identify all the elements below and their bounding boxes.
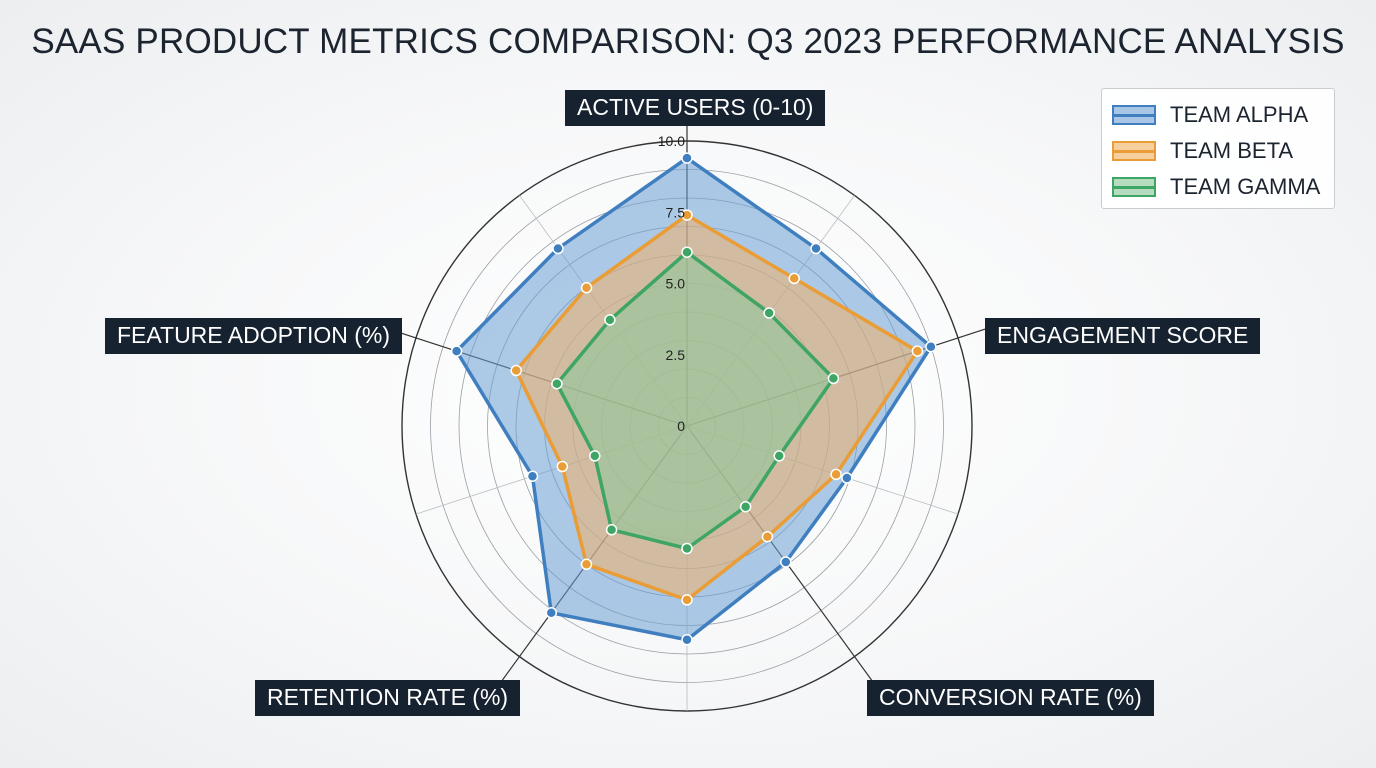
legend-swatch-gamma (1112, 177, 1156, 197)
tick-label-0: 0 (677, 418, 685, 434)
data-point-team-gamma-3 (773, 450, 785, 462)
tick-label-1: 2.5 (666, 347, 686, 363)
data-point-team-gamma-8 (551, 377, 563, 390)
data-point-team-beta-9 (580, 281, 593, 294)
legend-item-team-gamma[interactable]: TEAM GAMMA (1112, 169, 1334, 205)
data-point-team-beta-3 (830, 468, 842, 481)
data-point-team-gamma-4 (739, 500, 752, 513)
data-point-team-beta-8 (510, 364, 522, 377)
data-point-team-beta-2 (911, 345, 924, 357)
axis-label-feature-adoption: FEATURE ADOPTION (%) (105, 318, 403, 354)
data-point-team-gamma-5 (681, 542, 693, 555)
axis-label-conversion-rate: CONVERSION RATE (%) (867, 680, 1154, 716)
data-point-team-beta-0 (681, 209, 693, 221)
data-point-team-gamma-6 (605, 524, 618, 536)
axis-label-retention-rate: RETENTION RATE (%) (255, 680, 521, 716)
axis-label-engagement-score: ENGAGEMENT SCORE (985, 318, 1261, 354)
axis-label-active-users: ACTIVE USERS (0-10) (565, 90, 826, 126)
legend-swatch-alpha (1112, 105, 1156, 125)
axis-extension-2 (854, 656, 876, 685)
data-point-team-alpha-8 (450, 345, 463, 357)
data-point-team-alpha-5 (681, 634, 693, 646)
data-point-team-alpha-6 (545, 607, 558, 619)
data-point-team-alpha-3 (841, 472, 853, 484)
data-point-team-alpha-9 (552, 242, 564, 255)
data-point-team-gamma-2 (827, 372, 840, 385)
data-point-team-gamma-1 (763, 307, 775, 319)
legend-label-beta: TEAM BETA (1170, 138, 1294, 163)
axis-extension-3 (498, 656, 520, 685)
legend-item-team-beta[interactable]: TEAM BETA (1112, 133, 1334, 169)
legend-item-team-alpha[interactable]: TEAM ALPHA (1112, 97, 1334, 133)
data-point-team-alpha-4 (780, 556, 792, 568)
tick-label-3: 7.5 (666, 204, 686, 220)
data-point-team-beta-7 (556, 460, 569, 473)
data-point-team-beta-1 (788, 272, 800, 285)
legend: TEAM ALPHA TEAM BETA TEAM GAMMA (1101, 88, 1335, 209)
legend-label-alpha: TEAM ALPHA (1170, 102, 1309, 127)
legend-swatch-beta (1112, 141, 1156, 161)
data-point-team-gamma-9 (604, 314, 616, 326)
data-point-team-beta-4 (761, 530, 774, 543)
data-point-team-gamma-7 (589, 450, 601, 462)
tick-label-4: 10.0 (658, 133, 685, 149)
data-point-team-alpha-2 (925, 340, 937, 353)
data-point-team-gamma-0 (681, 246, 693, 258)
data-point-team-alpha-7 (526, 470, 539, 482)
series-layer (450, 152, 937, 646)
data-point-team-alpha-0 (681, 152, 693, 164)
data-point-team-beta-5 (681, 594, 693, 606)
tick-label-2: 5.0 (666, 276, 686, 292)
data-point-team-alpha-1 (810, 242, 822, 255)
data-point-team-beta-6 (580, 558, 593, 571)
chart-title: SAAS PRODUCT METRICS COMPARISON: Q3 2023… (31, 22, 1345, 61)
legend-label-gamma: TEAM GAMMA (1170, 174, 1321, 199)
tick-labels: 0 2.5 5.0 7.5 10.0 (658, 133, 685, 434)
